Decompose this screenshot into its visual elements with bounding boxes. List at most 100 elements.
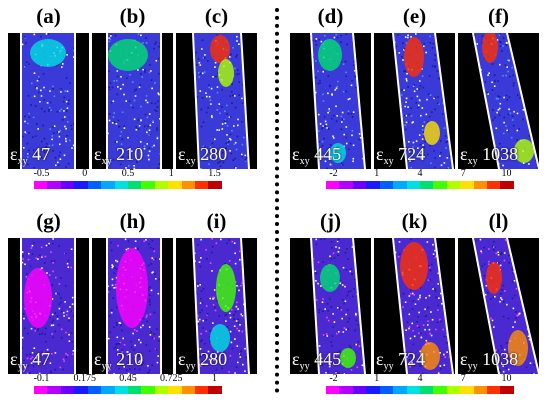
colorbar-tick-label: 4 <box>417 373 423 384</box>
panel-label: (a) <box>36 4 61 28</box>
strain-component: xy <box>467 156 478 167</box>
colorbar-swatch <box>446 181 461 189</box>
colorbar-tick-label: 0.725 <box>159 373 183 384</box>
colorbar-swatch <box>473 386 488 394</box>
colorbar-swatch <box>379 386 394 394</box>
strain-panel: (b) εxy 210 <box>92 4 173 169</box>
colorbar-swatch <box>487 386 501 394</box>
colorbar-swatch <box>208 181 222 189</box>
panel-label: (b) <box>119 4 146 28</box>
colorbar-swatch <box>195 386 209 394</box>
colorbar-swatch <box>195 181 209 189</box>
strain-panel: (g) εyy 47 <box>8 209 89 374</box>
strain-hotspot <box>400 242 428 290</box>
colorbar-swatch <box>339 386 353 394</box>
strain-label: εxy 724 <box>376 145 425 167</box>
strain-hotspot <box>486 262 502 294</box>
colorbar-swatch <box>74 386 88 394</box>
colorbar-ticks: -0.1 0.175 0.45 0.725 1 <box>34 373 222 385</box>
colorbar-tick-label: -2 <box>329 373 338 384</box>
strain-field-image: εyy 1038 <box>458 238 539 374</box>
colorbar-swatch <box>101 386 115 394</box>
strain-panel: (j) εyy 445 <box>290 209 371 374</box>
panel-label: (e) <box>402 4 427 28</box>
colorbar-swatch <box>393 386 407 394</box>
strain-field-image: εxy 445 <box>290 33 371 169</box>
strain-hotspot <box>30 39 66 67</box>
strain-label: εxy 210 <box>94 145 143 167</box>
colorbar <box>326 181 514 189</box>
colorbar-swatch <box>208 386 222 394</box>
colorbar-swatch <box>473 181 488 189</box>
colorbar-swatch <box>393 181 407 189</box>
colorbar-swatch <box>168 181 182 189</box>
colorbar-swatch <box>366 386 380 394</box>
epsilon-symbol: ε <box>10 144 18 164</box>
colorbar-swatch <box>47 386 61 394</box>
colorbar-ticks: -2 1 4 7 10 <box>326 373 514 385</box>
colorbar-swatch <box>433 386 447 394</box>
colorbar-swatch <box>114 181 128 189</box>
strain-component: xy <box>185 156 196 167</box>
colorbar-tick-label: 0 <box>82 168 88 179</box>
strain-panel: (e) εxy 724 <box>374 4 455 169</box>
colorbar-swatch <box>419 181 434 189</box>
frame-number: 445 <box>309 349 342 369</box>
panel-label: (g) <box>36 209 61 233</box>
colorbar-swatch <box>141 181 155 189</box>
strain-label: εxy 445 <box>292 145 341 167</box>
colorbar-swatch <box>154 386 169 394</box>
colorbar-swatch <box>326 181 340 189</box>
strain-panel: (d) εxy 445 <box>290 4 371 169</box>
colorbar-swatch <box>181 386 196 394</box>
strain-label: εyy 210 <box>94 350 143 372</box>
epsilon-symbol: ε <box>292 349 300 369</box>
colorbar-tick-label: 10 <box>501 373 512 384</box>
strain-hotspot <box>330 143 346 163</box>
strain-hotspot <box>218 59 234 87</box>
frame-number: 280 <box>195 349 228 369</box>
strain-panel: (h) εyy 210 <box>92 209 173 374</box>
colorbar-swatch <box>406 386 420 394</box>
strain-label: εyy 280 <box>178 350 227 372</box>
colorbar-swatch <box>101 181 115 189</box>
strain-component: yy <box>185 361 196 372</box>
colorbar-swatch <box>446 386 461 394</box>
strain-component: xy <box>383 156 394 167</box>
colorbar-swatch <box>87 386 102 394</box>
colorbar-swatch <box>87 181 102 189</box>
colorbar-ticks: -0.5 0 0.5 1 1.5 <box>34 168 222 180</box>
strain-label: εyy 445 <box>292 350 341 372</box>
frame-number: 210 <box>111 349 144 369</box>
colorbar-swatch <box>34 386 48 394</box>
frame-number: 724 <box>393 349 426 369</box>
strain-panel: (c) εxy 280 <box>176 4 257 169</box>
epsilon-symbol: ε <box>178 349 186 369</box>
colorbar-swatch <box>352 181 367 189</box>
strain-component: yy <box>101 361 112 372</box>
frame-number: 724 <box>393 144 426 164</box>
colorbar-swatch <box>181 181 196 189</box>
panel-label: (k) <box>401 209 428 233</box>
colorbar <box>326 386 514 394</box>
colorbar-tick-label: 4 <box>417 168 423 179</box>
colorbar <box>34 386 222 394</box>
strain-hotspot <box>108 39 148 71</box>
strain-panel: (l) εyy 1038 <box>458 209 539 374</box>
colorbar-swatch <box>127 181 142 189</box>
colorbar-ticks: -2 1 4 7 10 <box>326 168 514 180</box>
colorbar-tick-label: -0.5 <box>33 168 50 179</box>
strain-field-image: εxy 1038 <box>458 33 539 169</box>
strain-component: xy <box>101 156 112 167</box>
strain-hotspot <box>210 35 230 63</box>
strain-field-image: εyy 210 <box>92 238 173 374</box>
colorbar-swatch <box>379 181 394 189</box>
panel-label: (j) <box>320 209 341 233</box>
colorbar-swatch <box>339 181 353 189</box>
strain-hotspot <box>320 264 340 292</box>
colorbar-tick-label: 10 <box>501 168 512 179</box>
colorbar-swatch <box>34 181 48 189</box>
colorbar-swatch <box>433 181 447 189</box>
epsilon-symbol: ε <box>376 144 384 164</box>
colorbar-swatch <box>487 181 501 189</box>
